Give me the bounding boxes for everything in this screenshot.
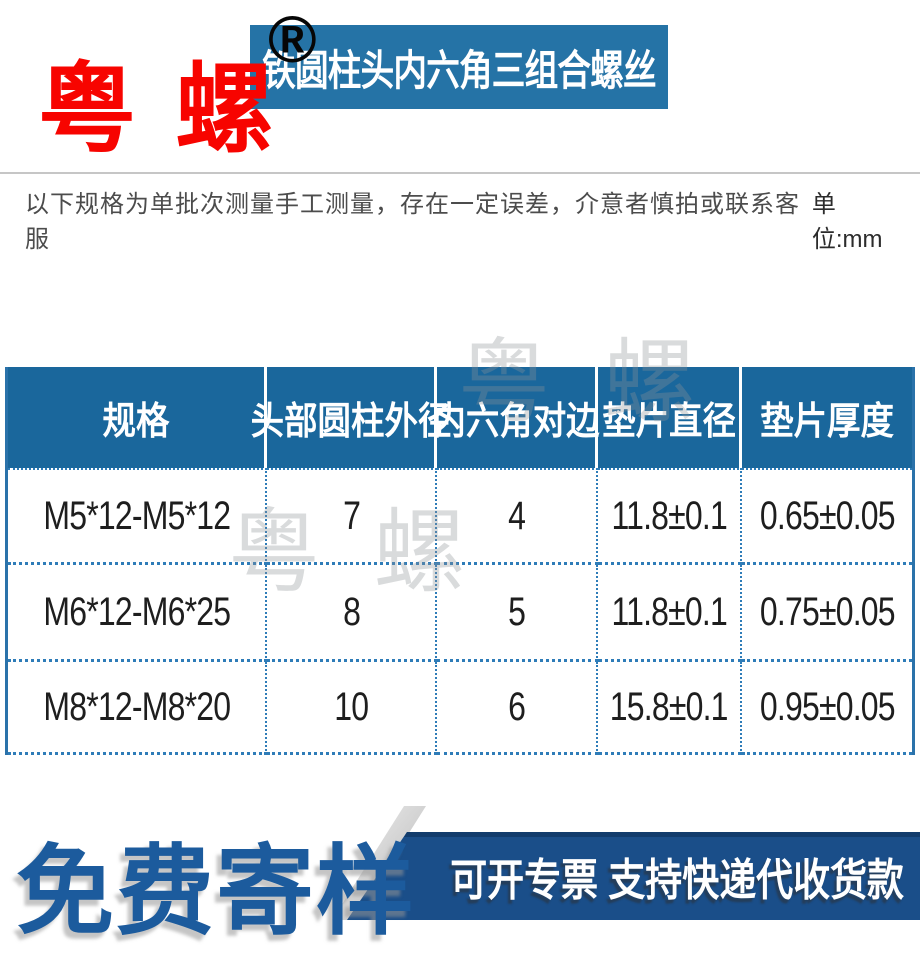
- registered-trademark-icon: ®: [268, 2, 317, 76]
- table-cell: M5*12-M5*12: [8, 468, 268, 565]
- table-cell: 5: [437, 565, 599, 662]
- cell-value: 11.8±0.1: [611, 589, 727, 634]
- table-cell: 10: [267, 662, 438, 755]
- cell-value: 15.8±0.1: [610, 684, 729, 729]
- brand-logo: 粤 螺: [38, 54, 280, 164]
- table-cell: 11.8±0.1: [598, 565, 743, 662]
- unit-label: 单位:mm: [811, 191, 883, 253]
- measurement-note: 以下规格为单批次测量手工测量，存在一定误差，介意者慎拍或联系客服: [25, 191, 800, 253]
- table-cell: M8*12-M8*20: [8, 662, 268, 755]
- table-cell: 0.95±0.05: [742, 662, 912, 755]
- column-header-hex-socket: 内六角对边: [433, 367, 600, 468]
- cell-value: 5: [508, 589, 526, 634]
- cell-value: 0.95±0.05: [759, 684, 896, 729]
- cell-value: 0.75±0.05: [759, 589, 896, 634]
- cell-value: 10: [334, 684, 369, 729]
- title-banner: 铁圆柱头内六角三组合螺丝: [250, 25, 668, 109]
- cell-value: M8*12-M8*20: [43, 684, 231, 729]
- column-header-label: 垫片直径: [601, 401, 736, 443]
- column-header-label: 头部圆柱外径: [250, 401, 452, 443]
- cell-value: 7: [342, 493, 361, 538]
- cell-value: M6*12-M6*25: [43, 589, 231, 634]
- promo-label: 可开专票 支持快递代收货款: [450, 856, 905, 905]
- cell-value: 6: [508, 684, 526, 729]
- cell-value: M5*12-M5*12: [43, 493, 231, 538]
- table-cell: 0.65±0.05: [742, 468, 912, 565]
- column-header-head-diameter: 头部圆柱外径: [251, 367, 451, 468]
- column-header-washer-thickness: 垫片厚度: [742, 367, 912, 468]
- cell-value: 11.8±0.1: [611, 493, 727, 538]
- column-header-label: 垫片厚度: [760, 401, 894, 443]
- note-row: 以下规格为单批次测量手工测量，存在一定误差，介意者慎拍或联系客服 单位:mm: [25, 184, 905, 254]
- table-cell: 15.8±0.1: [598, 662, 743, 755]
- footer-banner-graphic: [332, 806, 920, 920]
- column-header-spec: 规格: [8, 367, 268, 468]
- diagonal-slash-decoration: [332, 806, 426, 920]
- promo-banner-text: 可开专票 支持快递代收货款: [407, 844, 915, 908]
- cell-value: 0.65±0.05: [759, 493, 896, 538]
- table-cell: 0.75±0.05: [742, 565, 912, 662]
- spec-table: 规格 头部圆柱外径 内六角对边 垫片直径 垫片厚度 M5*12-M5*12 7 …: [5, 367, 915, 755]
- table-cell: 11.8±0.1: [598, 468, 743, 565]
- footer-navy-banner: [347, 832, 920, 920]
- table-cell: 6: [437, 662, 599, 755]
- column-header-label: 规格: [102, 401, 170, 443]
- free-sample-text: 免费寄样: [16, 836, 417, 946]
- page-title: 铁圆柱头内六角三组合螺丝: [262, 46, 656, 94]
- column-header-label: 内六角对边: [432, 401, 600, 443]
- cell-value: 4: [508, 493, 526, 538]
- table-cell: M6*12-M6*25: [8, 565, 268, 662]
- table-cell: 4: [437, 468, 599, 565]
- cell-value: 8: [342, 589, 361, 634]
- table-cell: 7: [267, 468, 438, 565]
- table-cell: 8: [267, 565, 438, 662]
- footer-banner-top-edge: [404, 832, 920, 837]
- column-header-washer-diameter: 垫片直径: [598, 367, 743, 468]
- divider-line: [0, 172, 920, 174]
